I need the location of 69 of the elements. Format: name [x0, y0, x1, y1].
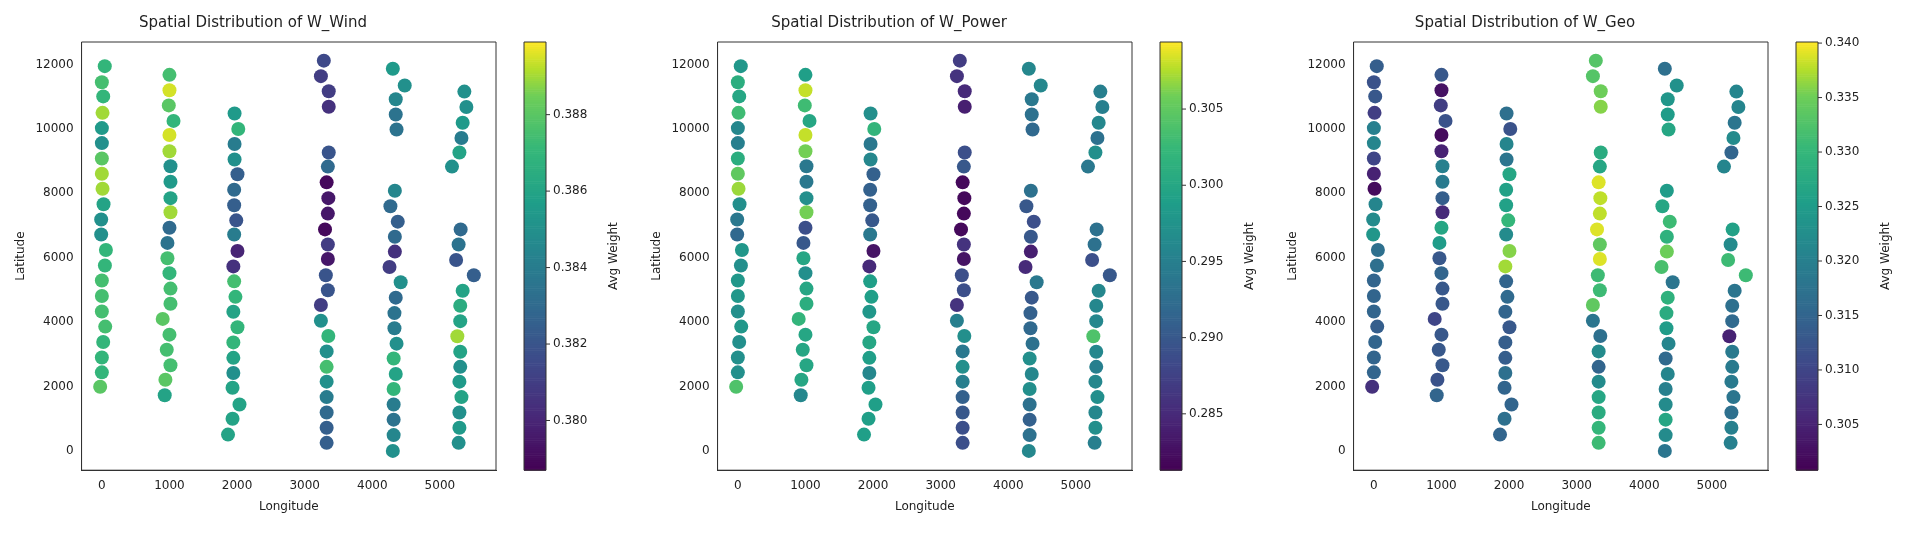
color-bar-label: 0.325 — [1825, 198, 1860, 213]
y-tick-label: 8000 — [1315, 185, 1346, 200]
y-tick-label: 4000 — [1315, 314, 1346, 329]
color-bar-label: 0.330 — [1825, 144, 1860, 159]
color-bar-label: 0.305 — [1825, 416, 1860, 431]
x-tick-label: 0 — [1370, 477, 1378, 492]
y-axis-title: Latitude — [13, 231, 28, 281]
x-tick-label: 4000 — [993, 477, 1024, 492]
color-bar-label: 0.340 — [1825, 35, 1860, 50]
y-tick-label: 0 — [701, 443, 710, 458]
y-tick-label: 8000 — [679, 185, 710, 200]
color-bar-title: Avg Weight — [1878, 221, 1893, 291]
x-tick-label: 1000 — [790, 477, 821, 492]
color-bar-label: 0.300 — [1189, 177, 1224, 192]
y-tick-label: 12000 — [671, 56, 710, 71]
x-tick-label: 2000 — [1493, 477, 1525, 492]
y-tick-label: 4000 — [679, 314, 710, 329]
color-bar-label: 0.295 — [1189, 253, 1224, 268]
color-bar-label: 0.310 — [1825, 362, 1860, 377]
y-tick-label: 2000 — [43, 378, 74, 393]
color-bar-label: 0.384 — [553, 259, 588, 274]
color-bar-label: 0.382 — [553, 336, 588, 351]
y-tick-label: 6000 — [1315, 249, 1346, 264]
x-tick-label: 3000 — [1561, 477, 1592, 492]
color-bar-label: 0.290 — [1189, 329, 1224, 344]
x-axis-title: Longitude — [894, 498, 955, 513]
x-tick-label: 1000 — [154, 477, 185, 492]
color-bar-label: 0.335 — [1825, 89, 1860, 104]
y-axis-title: Latitude — [1285, 231, 1300, 281]
color-bar-label: 0.305 — [1189, 101, 1224, 116]
x-tick-label: 1000 — [1426, 477, 1457, 492]
y-tick-label: 2000 — [1315, 378, 1346, 393]
color-bar-label: 0.285 — [1189, 405, 1224, 420]
x-tick-label: 4000 — [357, 477, 388, 492]
x-axis-title: Longitude — [1530, 498, 1591, 513]
x-tick-label: 4000 — [1629, 477, 1660, 492]
y-tick-label: 10000 — [1307, 121, 1346, 136]
x-tick-label: 3000 — [925, 477, 956, 492]
y-tick-label: 0 — [65, 443, 74, 458]
y-tick-label: 6000 — [679, 249, 710, 264]
color-bar-label: 0.320 — [1825, 253, 1860, 268]
x-tick-label: 2000 — [857, 477, 889, 492]
x-tick-label: 5000 — [1060, 477, 1092, 492]
y-tick-label: 0 — [1337, 443, 1346, 458]
y-tick-label: 6000 — [43, 249, 74, 264]
x-tick-label: 5000 — [1696, 477, 1728, 492]
color-bar-label: 0.380 — [553, 412, 588, 427]
color-bar-title: Avg Weight — [1242, 221, 1257, 291]
y-tick-label: 12000 — [35, 56, 74, 71]
chart-title: Spatial Distribution of W_Wind — [139, 12, 367, 32]
x-axis-title: Longitude — [258, 498, 319, 513]
color-bar-label: 0.388 — [553, 106, 588, 121]
x-tick-label: 3000 — [289, 477, 320, 492]
y-tick-label: 8000 — [43, 185, 74, 200]
y-axis-title: Latitude — [649, 231, 664, 281]
x-tick-label: 0 — [734, 477, 742, 492]
x-tick-label: 5000 — [424, 477, 456, 492]
x-tick-label: 2000 — [221, 477, 253, 492]
color-bar-title: Avg Weight — [606, 221, 621, 291]
chart-title: Spatial Distribution of W_Power — [771, 12, 1008, 32]
x-tick-label: 0 — [98, 477, 106, 492]
chart-title: Spatial Distribution of W_Geo — [1414, 12, 1636, 32]
y-tick-label: 12000 — [1307, 56, 1346, 71]
y-tick-label: 2000 — [679, 378, 710, 393]
y-tick-label: 4000 — [43, 314, 74, 329]
y-tick-label: 10000 — [671, 121, 710, 136]
y-tick-label: 10000 — [35, 121, 74, 136]
color-bar-label: 0.386 — [553, 183, 588, 198]
color-bar-label: 0.315 — [1825, 307, 1860, 322]
